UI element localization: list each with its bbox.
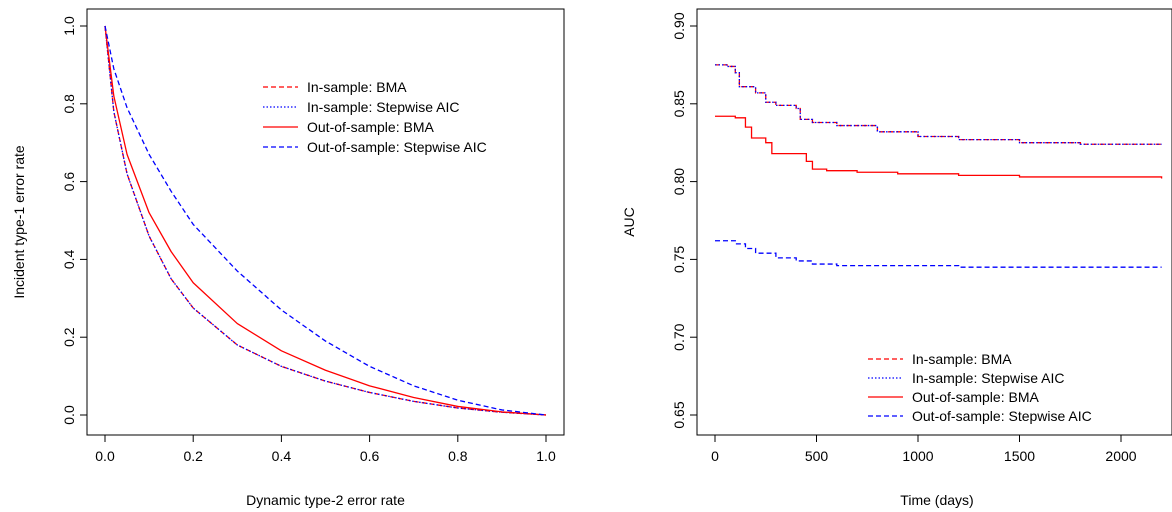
x-tick-label: 0.6 [360,448,380,464]
legend: In-sample: BMA In-sample: Stepwise AIC Out… [868,351,1092,424]
y-tick-label: 0.90 [671,12,687,39]
y-tick-label: 0.80 [671,168,687,195]
legend-label: Out-of-sample: Stepwise AIC [912,408,1092,424]
y-tick-label: 0.70 [671,323,687,350]
y-tick-label: 0.4 [61,249,77,269]
legend-label: In-sample: BMA [912,351,1012,367]
y-tick-label: 0.2 [61,327,77,347]
x-tick-label: 1.0 [536,448,556,464]
legend-label: Out-of-sample: BMA [912,389,1039,405]
legend-label: In-sample: Stepwise AIC [307,99,460,115]
y-tick-label: 0.75 [671,246,687,273]
y-tick-label: 0.85 [671,90,687,117]
series-line-3 [715,240,1162,268]
x-tick-label: 1500 [1004,448,1035,464]
y-tick-label: 0.8 [61,94,77,114]
y-tick-label: 0.6 [61,172,77,192]
y-axis-ticks: 0.65 0.70 0.75 0.80 0.85 0.90 [671,12,698,429]
legend: In-sample: BMA In-sample: Stepwise AIC Out… [263,79,487,155]
legend-label: Out-of-sample: Stepwise AIC [307,139,487,155]
series-line-2 [715,115,1163,179]
plot-frame [86,8,565,436]
legend-label: In-sample: Stepwise AIC [912,370,1065,386]
x-axis-label: Dynamic type-2 error rate [246,492,405,508]
series-lines [715,64,1163,268]
y-tick-label: 1.0 [61,16,77,36]
right-chart: 0 500 1000 1500 2000 0.65 0.70 0.75 0.80 0.85 0.9… [621,8,1172,508]
legend-label: In-sample: BMA [307,79,407,95]
x-tick-label: 500 [805,448,829,464]
y-axis-ticks: 0.0 0.2 0.4 0.6 0.8 1.0 [61,16,88,425]
left-chart: 0.0 0.2 0.4 0.6 0.8 1.0 0.0 0.2 0.4 0.6 0.8 1.0 Dy… [11,8,565,508]
x-tick-label: 0.2 [183,448,203,464]
x-axis-label: Time (days) [900,492,973,508]
legend-label: Out-of-sample: BMA [307,119,434,135]
series-lines [104,25,547,416]
series-line-0 [715,64,1162,145]
x-tick-label: 0.8 [448,448,468,464]
x-tick-label: 2000 [1105,448,1136,464]
x-tick-label: 0.0 [95,448,115,464]
series-line-3 [104,25,547,416]
x-tick-label: 1000 [902,448,933,464]
series-line-2 [104,25,547,416]
y-axis-label: Incident type-1 error rate [11,145,27,299]
series-line-1 [715,64,1162,145]
x-axis-ticks: 0 500 1000 1500 2000 [711,434,1137,464]
series-line-1 [104,25,547,416]
y-tick-label: 0.0 [61,405,77,425]
series-line-0 [104,25,547,416]
y-axis-label: AUC [621,207,637,237]
x-axis-ticks: 0.0 0.2 0.4 0.6 0.8 1.0 [95,434,556,464]
x-tick-label: 0.4 [272,448,292,464]
x-tick-label: 0 [711,448,719,464]
y-tick-label: 0.65 [671,401,687,428]
